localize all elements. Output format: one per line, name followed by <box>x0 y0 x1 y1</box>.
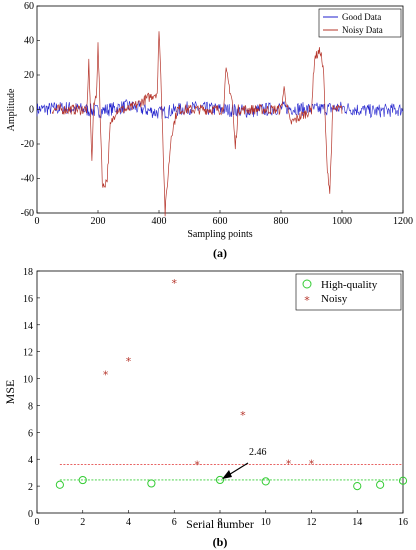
chart-b-y-tick-label: 18 <box>23 267 33 278</box>
chart-a-y-axis-label: Amplitude <box>6 88 17 131</box>
chart-a-y-tick-label: 40 <box>24 36 34 47</box>
chart-a-ticks: 0 200 400 600 800 1000 1200 -60 -40 -20 0 20 40 60 <box>21 1 413 227</box>
good-data-line <box>36 99 404 120</box>
high-quality-point <box>215 475 225 485</box>
noisy-point: * <box>172 277 178 290</box>
chart-b-y-tick-label: 4 <box>28 455 33 466</box>
chart-b-y-axis-label: MSE <box>3 380 17 405</box>
legend-good-data-label: Good Data <box>342 12 381 22</box>
chart-a-x-axis-label: Sampling points <box>187 229 252 240</box>
legend-noisy-data-label: Noisy Data <box>342 25 383 35</box>
noisy-point: * <box>309 457 315 470</box>
chart-b-x-tick-label: 2 <box>80 517 85 528</box>
chart-a: 0 200 400 600 800 1000 1200 -60 -40 -20 0 20 40 60 Go… <box>6 1 413 260</box>
high-quality-point <box>261 477 270 486</box>
legend-noisy-label: Noisy <box>321 293 348 305</box>
legend-high-quality-marker <box>302 279 312 289</box>
chart-b-y-tick-label: 10 <box>23 375 33 386</box>
chart-b-panel-label: (b) <box>213 535 228 549</box>
high-quality-point <box>147 479 156 488</box>
annotation-arrow-head <box>222 470 232 479</box>
chart-a-x-tick-label: 400 <box>152 216 167 227</box>
chart-a-legend-box <box>318 8 402 38</box>
chart-a-y-tick-label: 60 <box>24 1 34 12</box>
chart-b-legend-box <box>295 273 402 311</box>
chart-a-x-tick-label: 1000 <box>332 216 352 227</box>
chart-b-points: * * * * * * * <box>55 277 408 491</box>
chart-a-y-tick-label: -20 <box>21 139 34 150</box>
chart-a-series-group <box>36 31 404 217</box>
chart-a-y-tick-label: 0 <box>29 105 34 116</box>
high-quality-point <box>398 476 408 485</box>
chart-a-x-tick-label: 1200 <box>393 216 413 227</box>
chart-a-x-tick-label: 800 <box>274 216 289 227</box>
noisy-data-line <box>51 31 343 217</box>
chart-b-x-tick-label: 8 <box>218 517 223 528</box>
chart-b-reference-lines <box>59 464 403 481</box>
chart-a-y-tick-label: -40 <box>21 174 34 185</box>
chart-b-x-tick-label: 14 <box>352 517 362 528</box>
noisy-point: * <box>286 457 292 470</box>
chart-b-x-axis-label: Serial number <box>186 517 254 531</box>
noisy-point: * <box>240 409 246 422</box>
chart-b-annotation: 2.46 <box>222 447 267 479</box>
chart-a-x-tick-label: 200 <box>91 216 106 227</box>
chart-b-y-tick-label: 2 <box>28 482 33 493</box>
chart-b-y-tick-label: 8 <box>28 401 33 412</box>
chart-b-x-tick-label: 10 <box>261 517 271 528</box>
noisy-point: * <box>194 459 200 472</box>
chart-a-y-tick-label: 20 <box>24 70 34 81</box>
chart-b-y-tick-label: 0 <box>28 509 33 520</box>
chart-b-y-tick-label: 6 <box>28 428 33 439</box>
high-quality-point <box>376 480 385 489</box>
chart-b-y-tick-label: 16 <box>23 294 33 305</box>
chart-b-y-tick-label: 14 <box>23 321 33 332</box>
chart-b-ticks: 0 2 4 6 8 10 12 14 16 0 2 4 6 8 10 12 14 16 18 <box>23 267 408 528</box>
chart-b-legend: High-quality * Noisy <box>295 273 402 311</box>
chart-a-y-tick-label: -60 <box>21 208 34 219</box>
chart-b-x-tick-label: 0 <box>35 517 40 528</box>
chart-a-panel-label: (a) <box>213 246 227 260</box>
chart-b-x-tick-label: 6 <box>172 517 177 528</box>
noisy-point: * <box>103 369 109 382</box>
chart-b-y-tick-label: 12 <box>23 348 33 359</box>
high-quality-point <box>353 482 362 491</box>
high-quality-point <box>55 480 64 489</box>
noisy-point: * <box>126 355 132 368</box>
high-quality-point <box>78 475 87 485</box>
chart-b-x-tick-label: 4 <box>126 517 131 528</box>
chart-b: * * * * * * * 0 2 4 6 8 10 12 14 16 0 2 4 6 8 10 12 14 16 18 Hig… <box>3 267 408 549</box>
chart-a-x-tick-label: 600 <box>213 216 228 227</box>
annotation-2-46-label: 2.46 <box>249 447 267 458</box>
legend-high-quality-label: High-quality <box>321 279 378 291</box>
chart-a-x-tick-label: 0 <box>35 216 40 227</box>
chart-b-x-tick-label: 12 <box>307 517 317 528</box>
legend-noisy-marker: * <box>304 294 310 307</box>
chart-a-legend: Good Data Noisy Data <box>318 8 402 38</box>
chart-b-x-tick-label: 16 <box>398 517 408 528</box>
